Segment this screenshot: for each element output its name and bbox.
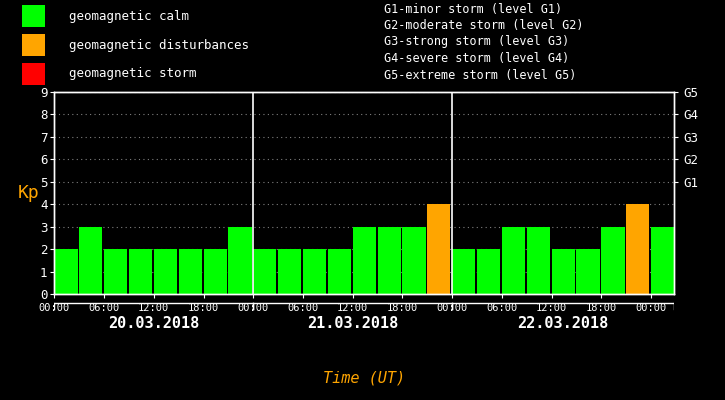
Bar (626, 204, 650, 294)
Bar (253, 249, 276, 294)
Bar (204, 249, 227, 294)
Bar (278, 249, 302, 294)
Text: Time (UT): Time (UT) (323, 370, 405, 386)
Bar (477, 249, 500, 294)
Bar (352, 227, 376, 294)
Bar (601, 227, 624, 294)
Text: 22.03.2018: 22.03.2018 (518, 316, 609, 331)
Bar (576, 249, 600, 294)
Text: G5-extreme storm (level G5): G5-extreme storm (level G5) (384, 69, 576, 82)
Y-axis label: Kp: Kp (18, 184, 40, 202)
Bar (651, 227, 674, 294)
Text: geomagnetic storm: geomagnetic storm (69, 67, 196, 80)
Text: G2-moderate storm (level G2): G2-moderate storm (level G2) (384, 19, 584, 32)
Bar (427, 204, 450, 294)
Bar (228, 227, 252, 294)
Bar (22, 34, 45, 56)
Bar (378, 227, 401, 294)
Bar (104, 249, 128, 294)
Bar (502, 227, 525, 294)
Bar (22, 62, 45, 85)
Bar (552, 249, 575, 294)
Bar (527, 227, 550, 294)
Bar (154, 249, 177, 294)
Text: 21.03.2018: 21.03.2018 (307, 316, 398, 331)
Bar (178, 249, 202, 294)
Text: G4-severe storm (level G4): G4-severe storm (level G4) (384, 52, 570, 65)
Bar (22, 5, 45, 28)
Text: geomagnetic disturbances: geomagnetic disturbances (69, 38, 249, 52)
Bar (328, 249, 351, 294)
Bar (303, 249, 326, 294)
Text: G1-minor storm (level G1): G1-minor storm (level G1) (384, 2, 563, 16)
Text: G3-strong storm (level G3): G3-strong storm (level G3) (384, 35, 570, 48)
Bar (402, 227, 426, 294)
Bar (79, 227, 102, 294)
Bar (54, 249, 78, 294)
Bar (129, 249, 152, 294)
Text: 20.03.2018: 20.03.2018 (108, 316, 199, 331)
Text: geomagnetic calm: geomagnetic calm (69, 10, 189, 23)
Bar (452, 249, 476, 294)
